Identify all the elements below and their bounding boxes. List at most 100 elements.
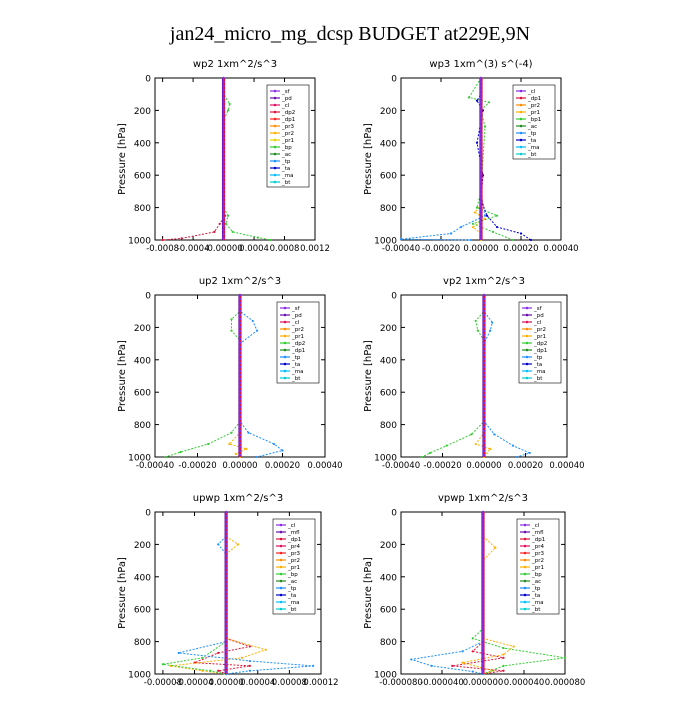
- data-point: [236, 543, 240, 546]
- data-point: [482, 381, 486, 385]
- y-tick-label: 800: [134, 204, 151, 214]
- x-tick-label: 0.00020: [508, 461, 543, 471]
- legend-entry: _pr4: [287, 544, 301, 550]
- data-point: [222, 164, 225, 168]
- panel-title: vp2 1xm^2/s^3: [443, 276, 525, 287]
- data-point: [224, 518, 228, 522]
- x-tick-label: 0.00040: [307, 461, 342, 471]
- data-point: [224, 646, 228, 650]
- data-point: [238, 349, 242, 353]
- legend-marker: [525, 369, 529, 373]
- data-point: [224, 650, 228, 654]
- legend: _cl_dp1_pr2_pr1_bp1_ac_tp_ta_ma_bt: [512, 84, 556, 160]
- x-tick-label: 0.00020: [503, 244, 538, 254]
- data-point: [479, 188, 483, 192]
- data-point: [511, 238, 515, 242]
- data-point: [482, 433, 486, 437]
- legend-entry: _ma: [531, 600, 543, 606]
- data-point: [479, 148, 483, 152]
- legend-entry: _dp1: [531, 537, 545, 543]
- legend-entry: _dp1: [287, 537, 301, 543]
- data-point: [528, 451, 531, 455]
- data-point: [217, 651, 220, 655]
- y-axis-label: Pressure [hPa]: [117, 340, 128, 412]
- data-point: [512, 645, 515, 648]
- data-point: [494, 546, 497, 549]
- data-point: [481, 538, 485, 542]
- x-tick-label: -0.00040: [136, 461, 174, 471]
- data-point: [482, 349, 486, 353]
- y-tick-label: 0: [391, 75, 397, 85]
- data-point: [227, 109, 230, 112]
- legend-marker: [283, 376, 287, 380]
- legend-entry: _pr1: [287, 565, 300, 571]
- data-point: [224, 610, 228, 614]
- legend-entry: _pr2: [287, 558, 300, 564]
- data-point: [222, 132, 225, 136]
- y-axis-label: Pressure [hPa]: [117, 557, 128, 629]
- data-point: [471, 225, 475, 229]
- legend-marker: [273, 131, 277, 135]
- data-point: [491, 230, 495, 233]
- data-point: [481, 598, 485, 602]
- data-point: [224, 542, 228, 546]
- legend-marker: [273, 103, 277, 107]
- data-point: [222, 172, 225, 176]
- data-point: [255, 455, 259, 459]
- data-point: [479, 176, 483, 180]
- legend-entry: _ta: [281, 166, 290, 172]
- chart-panel-wp3: wp3 1xm^(3) s^(-4) Pressure [hPa] 0 200 400 6…: [363, 59, 579, 254]
- data-point: [481, 542, 485, 546]
- data-point: [222, 196, 225, 200]
- y-tick-label: 1000: [128, 237, 151, 247]
- data-point: [311, 664, 315, 668]
- data-point: [222, 200, 225, 204]
- data-point: [483, 125, 487, 128]
- data-point: [201, 656, 204, 659]
- series-line-dp2: [421, 295, 485, 458]
- legend: _sf_pd_cl_pr2_pr1_dp2_dp1_tp_ta_ma_bt: [518, 301, 562, 384]
- data-point: [479, 172, 483, 176]
- legend-marker: [283, 334, 287, 338]
- legend-entry: _cl: [531, 523, 540, 529]
- data-point: [238, 317, 242, 321]
- data-point: [238, 353, 242, 357]
- data-point: [224, 666, 228, 670]
- data-point: [230, 431, 233, 434]
- data-point: [180, 237, 183, 240]
- data-point: [474, 319, 477, 323]
- y-tick-label: 800: [380, 204, 397, 214]
- data-point: [479, 168, 483, 172]
- legend-marker: [523, 523, 527, 527]
- y-tick-label: 600: [380, 606, 397, 616]
- data-point: [218, 222, 221, 225]
- data-point: [481, 590, 485, 594]
- data-point: [224, 638, 228, 642]
- data-point: [224, 534, 228, 538]
- x-tick-label: 0.000080: [545, 678, 586, 688]
- data-point: [230, 318, 233, 321]
- legend-entry: _bt: [527, 152, 537, 158]
- data-point: [238, 385, 242, 389]
- data-point: [224, 562, 228, 566]
- legend-entry: _dp2: [533, 341, 547, 347]
- data-point: [264, 648, 267, 651]
- data-point: [248, 664, 251, 668]
- data-point: [483, 214, 487, 217]
- data-point: [238, 341, 242, 345]
- legend-box: [266, 84, 310, 188]
- data-point: [489, 329, 492, 332]
- data-point: [238, 397, 242, 401]
- legend-marker: [519, 152, 523, 156]
- data-point: [238, 445, 242, 449]
- data-point: [224, 630, 228, 634]
- data-point: [224, 594, 228, 598]
- y-tick-label: 1000: [374, 454, 397, 464]
- legend-marker: [519, 138, 523, 142]
- data-point: [231, 230, 234, 233]
- data-point: [164, 455, 167, 459]
- data-point: [281, 449, 284, 452]
- data-point: [238, 337, 242, 341]
- data-point: [481, 658, 485, 662]
- data-point: [479, 108, 483, 112]
